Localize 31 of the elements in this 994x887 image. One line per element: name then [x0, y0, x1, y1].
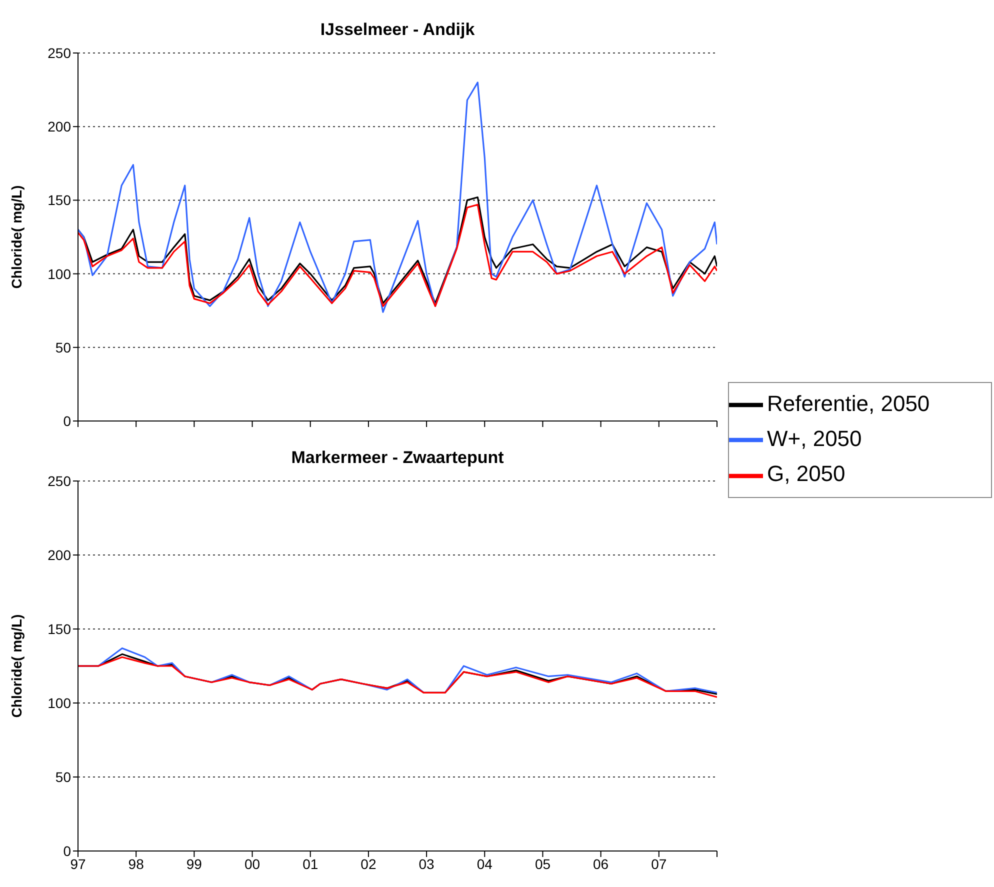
y-tick-label: 250	[48, 44, 72, 61]
x-tick-label: 04	[476, 856, 493, 872]
legend-label: G, 2050	[767, 461, 846, 486]
y-tick-label: 0	[63, 842, 72, 859]
y-axis-title: Chloride( mg/L)	[8, 614, 25, 718]
y-tick-label: 250	[48, 472, 72, 489]
x-tick-label: 05	[534, 856, 551, 872]
y-tick-label: 200	[48, 546, 72, 563]
x-tick-label: 03	[418, 856, 435, 872]
x-tick-label: 01	[302, 856, 318, 872]
y-tick-label: 50	[55, 339, 72, 356]
y-tick-label: 150	[48, 192, 72, 208]
x-tick-label: 00	[244, 856, 260, 872]
x-tick-label: 02	[360, 856, 376, 872]
y-tick-label: 50	[55, 768, 72, 785]
y-tick-label: 100	[48, 694, 72, 711]
line-series	[78, 82, 717, 313]
x-tick-label: 07	[651, 856, 667, 872]
legend-label: W+, 2050	[767, 426, 862, 452]
x-tick-label: 99	[186, 856, 202, 872]
y-axis-title: Chloride( mg/L)	[8, 185, 25, 289]
x-tick-label: 97	[70, 856, 86, 872]
y-tick-label: 150	[48, 620, 72, 637]
x-tick-label: 98	[128, 856, 144, 872]
x-tick-label: 06	[593, 856, 609, 872]
legend-label: Referentie, 2050	[767, 391, 930, 416]
chart-title: Markermeer - Zwaartepunt	[290, 448, 505, 468]
y-tick-label: 0	[63, 412, 72, 429]
y-tick-label: 100	[48, 266, 72, 282]
chart-title: IJsselmeer - Andijk	[319, 20, 476, 40]
y-tick-label: 200	[48, 118, 72, 135]
